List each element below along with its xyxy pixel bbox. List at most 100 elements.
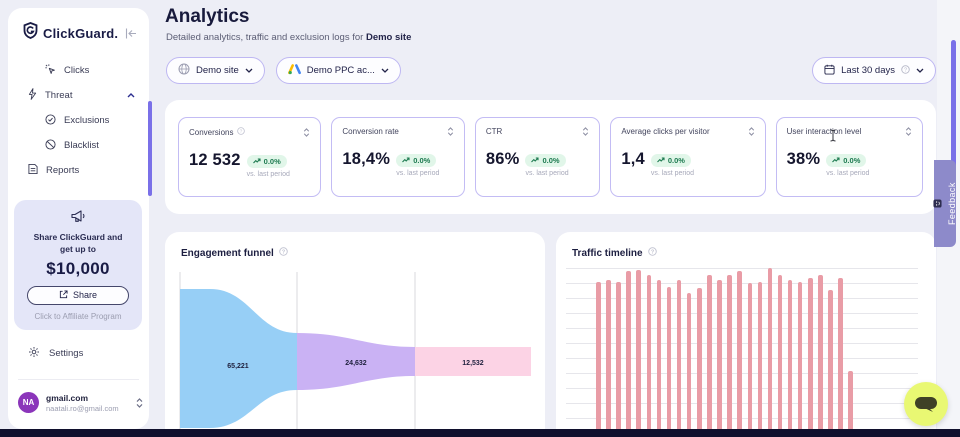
feedback-tab[interactable]: Feedback <box>933 160 957 247</box>
date-range-value: Last 30 days <box>841 65 895 76</box>
sort-icon[interactable] <box>582 127 589 136</box>
sort-icon[interactable] <box>303 127 310 137</box>
sidebar-scrollbar-thumb[interactable] <box>148 101 152 196</box>
gear-icon <box>28 346 40 361</box>
sidebar-item-blacklist[interactable]: Blacklist <box>8 133 149 158</box>
help-circle-icon[interactable]: ? <box>279 247 288 259</box>
megaphone-icon <box>70 210 87 228</box>
feedback-icon <box>933 199 942 208</box>
sort-icon[interactable] <box>748 127 755 136</box>
collapse-sidebar-icon[interactable] <box>125 28 137 39</box>
trend-up-icon <box>531 157 540 163</box>
kpi-compare: vs. last period <box>396 170 440 177</box>
engagement-funnel-card: Engagement funnel ? 65,221 24,632 12,532 <box>165 232 545 437</box>
traffic-bar <box>596 281 601 437</box>
sidebar-item-threat[interactable]: Threat <box>8 83 149 108</box>
traffic-bar <box>747 283 752 437</box>
traffic-bar <box>797 281 803 437</box>
help-circle-icon[interactable]: ? <box>901 64 910 77</box>
traffic-bar <box>717 279 722 437</box>
ppc-account-value: Demo PPC ac... <box>306 65 375 76</box>
traffic-bar <box>828 289 833 437</box>
sidebar-item-label: Threat <box>45 90 73 101</box>
chat-bubble-icon <box>915 396 937 412</box>
kpi-change-badge: 0.0% <box>650 153 691 167</box>
promo-amount: $10,000 <box>46 258 110 278</box>
traffic-bar <box>777 274 783 437</box>
ppc-account-selector-dropdown[interactable]: Demo PPC ac... <box>275 57 401 84</box>
ban-icon <box>45 138 56 153</box>
affiliate-promo-card[interactable]: Share ClickGuard and get up to $10,000 S… <box>14 200 142 330</box>
sidebar-divider <box>18 379 139 380</box>
traffic-bar <box>636 269 641 437</box>
site-selector-dropdown[interactable]: Demo site <box>166 57 265 84</box>
kpi-card-conversion-rate: Conversion rate 18,4% 0.0% vs. last peri… <box>331 117 465 197</box>
sidebar-nav: Clicks Threat Exclusions Blacklist <box>8 58 149 183</box>
kpi-change-badge: 0.0% <box>525 153 566 167</box>
globe-icon <box>178 63 190 78</box>
funnel-chart-title: Engagement funnel <box>181 247 274 259</box>
traffic-bar <box>757 281 763 437</box>
document-icon <box>28 163 38 178</box>
trend-up-icon <box>252 158 261 164</box>
traffic-bar <box>808 278 813 437</box>
date-range-dropdown[interactable]: Last 30 days ? <box>812 57 936 84</box>
funnel-segment-3 <box>415 347 531 376</box>
traffic-bar <box>686 293 692 437</box>
traffic-bar <box>737 271 742 437</box>
sidebar-item-label: Blacklist <box>64 140 99 151</box>
subtitle-text: Detailed analytics, traffic and exclusio… <box>166 32 366 43</box>
kpi-compare: vs. last period <box>826 170 870 177</box>
settings-label: Settings <box>49 348 84 359</box>
sidebar-item-label: Clicks <box>64 65 90 76</box>
kpi-change-badge: 0.0% <box>826 153 867 167</box>
promo-footer: Click to Affiliate Program <box>34 311 122 321</box>
sidebar-item-clicks[interactable]: Clicks <box>8 58 149 83</box>
share-button[interactable]: Share <box>27 285 129 305</box>
kpi-value: 38% <box>786 150 821 168</box>
kpi-card-ctr: CTR 86% 0.0% vs. last period <box>474 117 601 197</box>
mouse-text-cursor <box>829 129 837 147</box>
avatar: NA <box>18 392 39 413</box>
kpi-label: Conversion rate <box>342 127 399 136</box>
funnel-value-1: 65,221 <box>227 363 249 370</box>
feedback-label: Feedback <box>947 182 957 225</box>
calendar-icon <box>824 64 835 78</box>
kpi-value: 12 532 <box>189 151 241 169</box>
page-scrollbar-thumb[interactable] <box>951 40 956 228</box>
brand-logo: ClickGuard. <box>8 8 149 44</box>
select-arrows-icon <box>136 397 143 408</box>
kpi-value: 18,4% <box>342 150 391 168</box>
help-circle-icon[interactable]: ? <box>647 247 657 259</box>
traffic-bar <box>666 286 672 437</box>
chat-launcher-button[interactable] <box>904 382 948 426</box>
sort-icon[interactable] <box>905 127 912 136</box>
svg-text:?: ? <box>240 129 243 135</box>
traffic-bar <box>626 271 631 437</box>
sort-icon[interactable] <box>447 127 454 136</box>
svg-text:?: ? <box>650 249 653 255</box>
chevron-up-icon[interactable] <box>127 93 135 98</box>
kpi-change-badge: 0.0% <box>246 154 287 168</box>
traffic-bar <box>707 274 712 437</box>
trend-up-icon <box>656 157 665 163</box>
funnel-segment-1 <box>180 289 297 428</box>
account-switcher[interactable]: NA gmail.com naatali.ro@gmail.com <box>18 392 143 413</box>
subtitle-site-name: Demo site <box>365 32 412 43</box>
sidebar-item-settings[interactable]: Settings <box>28 346 83 361</box>
svg-text:?: ? <box>904 67 907 73</box>
external-link-icon <box>59 290 68 301</box>
page-subtitle: Detailed analytics, traffic and exclusio… <box>166 32 411 43</box>
funnel-value-3: 12,532 <box>462 360 484 367</box>
google-ads-icon <box>287 63 301 78</box>
sidebar-item-label: Exclusions <box>64 115 110 126</box>
traffic-bar <box>848 371 853 437</box>
lightning-icon <box>28 88 37 103</box>
svg-text:?: ? <box>282 249 285 255</box>
kpi-label: Conversions <box>189 127 234 137</box>
sidebar-item-reports[interactable]: Reports <box>8 158 149 183</box>
sidebar-item-label: Reports <box>46 165 80 176</box>
sidebar-item-exclusions[interactable]: Exclusions <box>8 108 149 133</box>
help-circle-icon[interactable]: ? <box>237 127 246 137</box>
promo-text: Share ClickGuard and get up to <box>33 232 123 254</box>
